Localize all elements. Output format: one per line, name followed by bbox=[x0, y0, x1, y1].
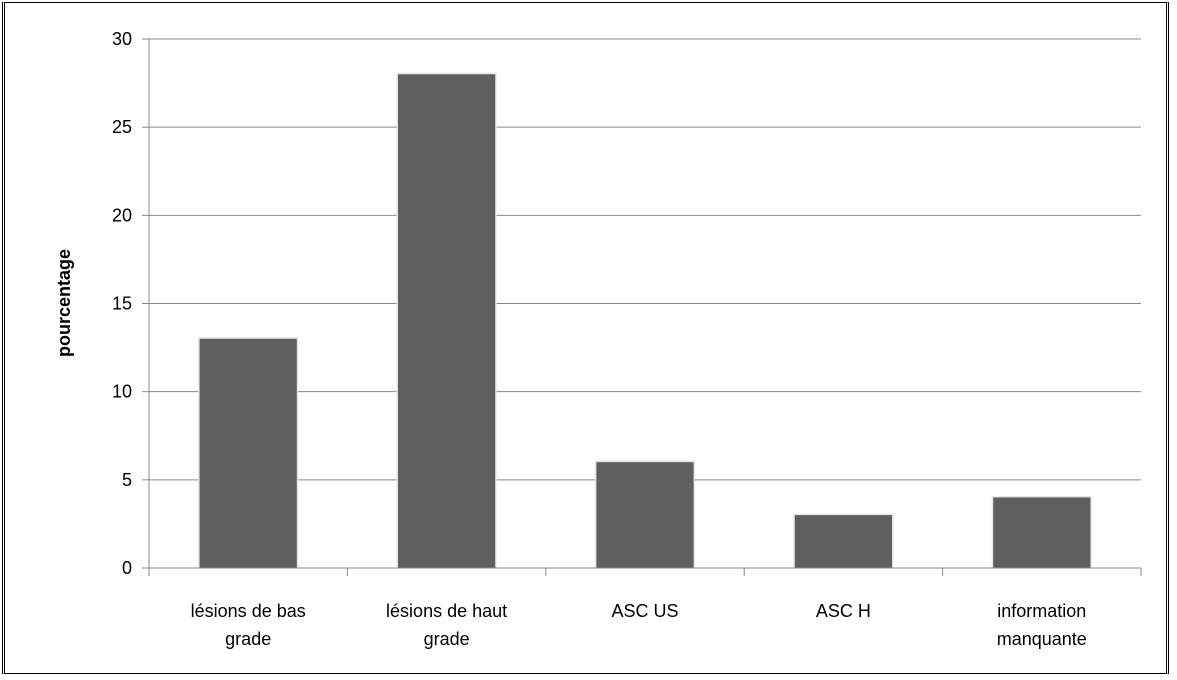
y-axis-label: pourcentage bbox=[54, 249, 74, 357]
bars bbox=[198, 72, 1092, 569]
x-tick-label: lésions de bas grade bbox=[191, 601, 306, 649]
gridlines bbox=[149, 38, 1141, 481]
y-tick-label: 30 bbox=[112, 29, 132, 49]
y-tick-label: 25 bbox=[112, 117, 132, 137]
y-tick-label: 10 bbox=[112, 382, 132, 402]
x-tick-label: ASC H bbox=[816, 601, 871, 621]
x-axis: lésions de bas grade lésions de haut grade A… bbox=[148, 567, 1142, 649]
chart-frame bbox=[2, 2, 1169, 674]
x-tick-label: lésions de haut grade bbox=[386, 601, 507, 649]
bar bbox=[199, 338, 297, 568]
y-tick-label: 0 bbox=[122, 558, 132, 578]
y-tick-label: 5 bbox=[122, 470, 132, 490]
x-tick-label: information manquante bbox=[997, 601, 1087, 649]
bar bbox=[397, 74, 496, 569]
bar bbox=[993, 497, 1091, 568]
bar bbox=[596, 462, 694, 568]
x-tick-label: ASC US bbox=[611, 601, 678, 621]
y-tick-label: 20 bbox=[112, 205, 132, 225]
y-tick-label: 15 bbox=[112, 294, 132, 314]
y-axis: 0 5 10 15 20 25 30 bbox=[112, 29, 150, 578]
bar bbox=[794, 515, 893, 568]
